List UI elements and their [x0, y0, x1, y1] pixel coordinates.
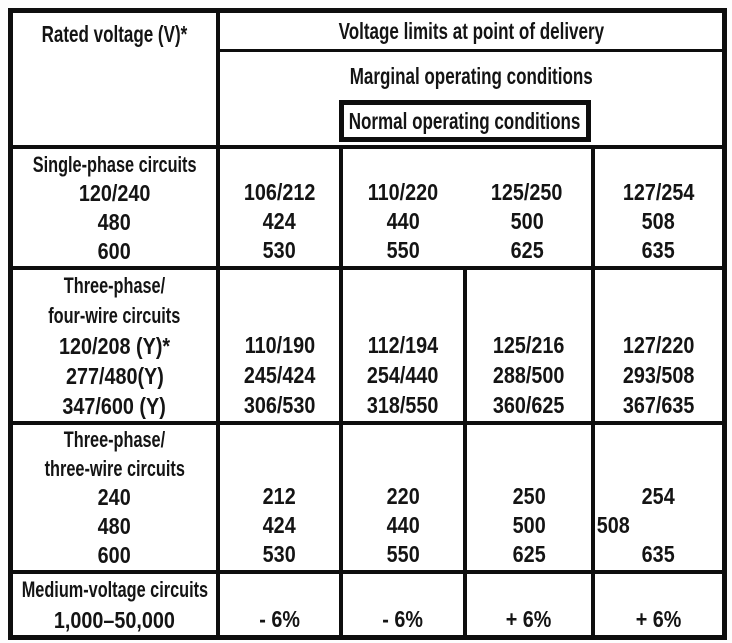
cell-value: 254/440: [367, 361, 439, 388]
cell-value: 110/190: [244, 331, 315, 358]
cell-value: 360/625: [493, 391, 565, 418]
cell-value: 625: [512, 541, 546, 567]
cell-value: 500: [510, 208, 544, 234]
cell-value: 508: [641, 208, 676, 234]
cell-value: 508: [596, 512, 630, 538]
section-label: Medium-voltage circuits: [21, 577, 208, 602]
cell-value: 212: [262, 483, 297, 509]
cell-value: 625: [510, 237, 544, 263]
normal-conditions-header: Normal operating conditions: [349, 107, 581, 134]
cell-value: + 6%: [506, 605, 552, 632]
value-cell: - 6%: [220, 570, 339, 635]
value-cell: 250 500 625: [463, 421, 591, 570]
section-label: three-wire circuits: [44, 456, 185, 482]
cell-value: 220: [386, 483, 420, 509]
section-label: Three-phase/: [63, 427, 166, 453]
rated-voltage-row-label: 600: [97, 542, 132, 569]
value-cell: 112/194 254/440 318/550: [339, 266, 463, 421]
rated-voltage-row-label: 480: [97, 209, 132, 235]
cell-value: 110/220: [367, 179, 439, 205]
section-four-wire-label-cell: Three-phase/ four-wire circuits 120/208 …: [13, 266, 220, 421]
value-cell: + 6%: [463, 570, 591, 635]
value-cell: 110/220 440 550: [339, 145, 463, 266]
value-cell: 110/190 245/424 306/530: [220, 266, 339, 421]
cell-value: 288/500: [493, 361, 565, 388]
voltage-limits-table: Rated voltage (V)* Voltage limits at poi…: [8, 8, 727, 640]
rated-voltage-row-label: 600: [97, 238, 132, 264]
section-single-phase-label-cell: Single-phase circuits 120/240 480 600: [13, 145, 220, 266]
normal-conditions-box: Normal operating conditions: [339, 100, 591, 142]
cell-value: 550: [386, 237, 420, 263]
section-label: Three-phase/: [63, 273, 166, 298]
value-cell: 125/216 288/500 360/625: [463, 266, 591, 421]
cell-value: 530: [262, 541, 297, 567]
rated-voltage-row-label: 240: [97, 484, 132, 511]
cell-value: 127/254: [622, 179, 695, 205]
voltage-limits-header-cell: Voltage limits at point of delivery: [220, 13, 722, 52]
cell-value: 440: [386, 512, 420, 538]
cell-value: 500: [512, 512, 546, 538]
section-medium-voltage-label-cell: Medium-voltage circuits 1,000–50,000: [13, 570, 220, 635]
cell-value: 250: [512, 483, 546, 509]
rated-voltage-header-cell: Rated voltage (V)*: [13, 13, 220, 145]
rated-voltage-row-label: 277/480(Y): [65, 362, 164, 389]
cell-value: 635: [641, 237, 676, 263]
cell-value: 125/216: [493, 331, 565, 358]
cell-value: 318/550: [367, 391, 439, 418]
rated-voltage-row-label: 120/240: [78, 180, 151, 206]
rated-voltage-row-label: 120/208 (Y)*: [58, 332, 171, 359]
cell-value: 254: [641, 483, 676, 509]
cell-value: 293/508: [622, 361, 695, 388]
value-cell: 220 440 550: [339, 421, 463, 570]
cell-value: 112/194: [367, 331, 439, 358]
cell-value: + 6%: [635, 605, 682, 632]
marginal-conditions-header-cell: Marginal operating conditions: [220, 52, 722, 100]
value-cell: 125/250 500 625: [463, 145, 591, 266]
cell-value: 424: [262, 512, 297, 538]
cell-value: 440: [386, 208, 420, 234]
value-cell: - 6%: [339, 570, 463, 635]
value-cell: 106/212 424 530: [220, 145, 339, 266]
voltage-limits-header: Voltage limits at point of delivery: [338, 17, 604, 44]
section-label: four-wire circuits: [48, 303, 181, 328]
value-cell: 127/254 508 635: [591, 145, 722, 266]
value-cell: + 6%: [591, 570, 722, 635]
cell-value: - 6%: [259, 605, 300, 632]
cell-value: 424: [262, 208, 297, 234]
section-three-wire-label-cell: Three-phase/ three-wire circuits 240 480…: [13, 421, 220, 570]
rated-voltage-header: Rated voltage (V)*: [41, 21, 188, 47]
marginal-conditions-header: Marginal operating conditions: [349, 62, 593, 89]
rated-voltage-row-label: 480: [97, 513, 132, 540]
cell-value: 245/424: [243, 361, 316, 388]
cell-value: 106/212: [243, 179, 316, 205]
rated-voltage-row-label: 1,000–50,000: [53, 606, 175, 633]
cell-value: 530: [262, 237, 297, 263]
value-cell: 254 508 635: [591, 421, 722, 570]
cell-value: 127/220: [622, 331, 695, 358]
rated-voltage-row-label: 347/600 (Y): [62, 392, 167, 419]
cell-value: - 6%: [382, 605, 424, 632]
cell-value: 550: [386, 541, 420, 567]
value-cell: 127/220 293/508 367/635: [591, 266, 722, 421]
cell-value: 367/635: [622, 391, 695, 418]
section-label: Single-phase circuits: [32, 151, 197, 177]
cell-value: 635: [641, 541, 676, 567]
cell-value: 306/530: [243, 391, 316, 418]
value-cell: 212 424 530: [220, 421, 339, 570]
cell-value: 125/250: [491, 179, 563, 205]
